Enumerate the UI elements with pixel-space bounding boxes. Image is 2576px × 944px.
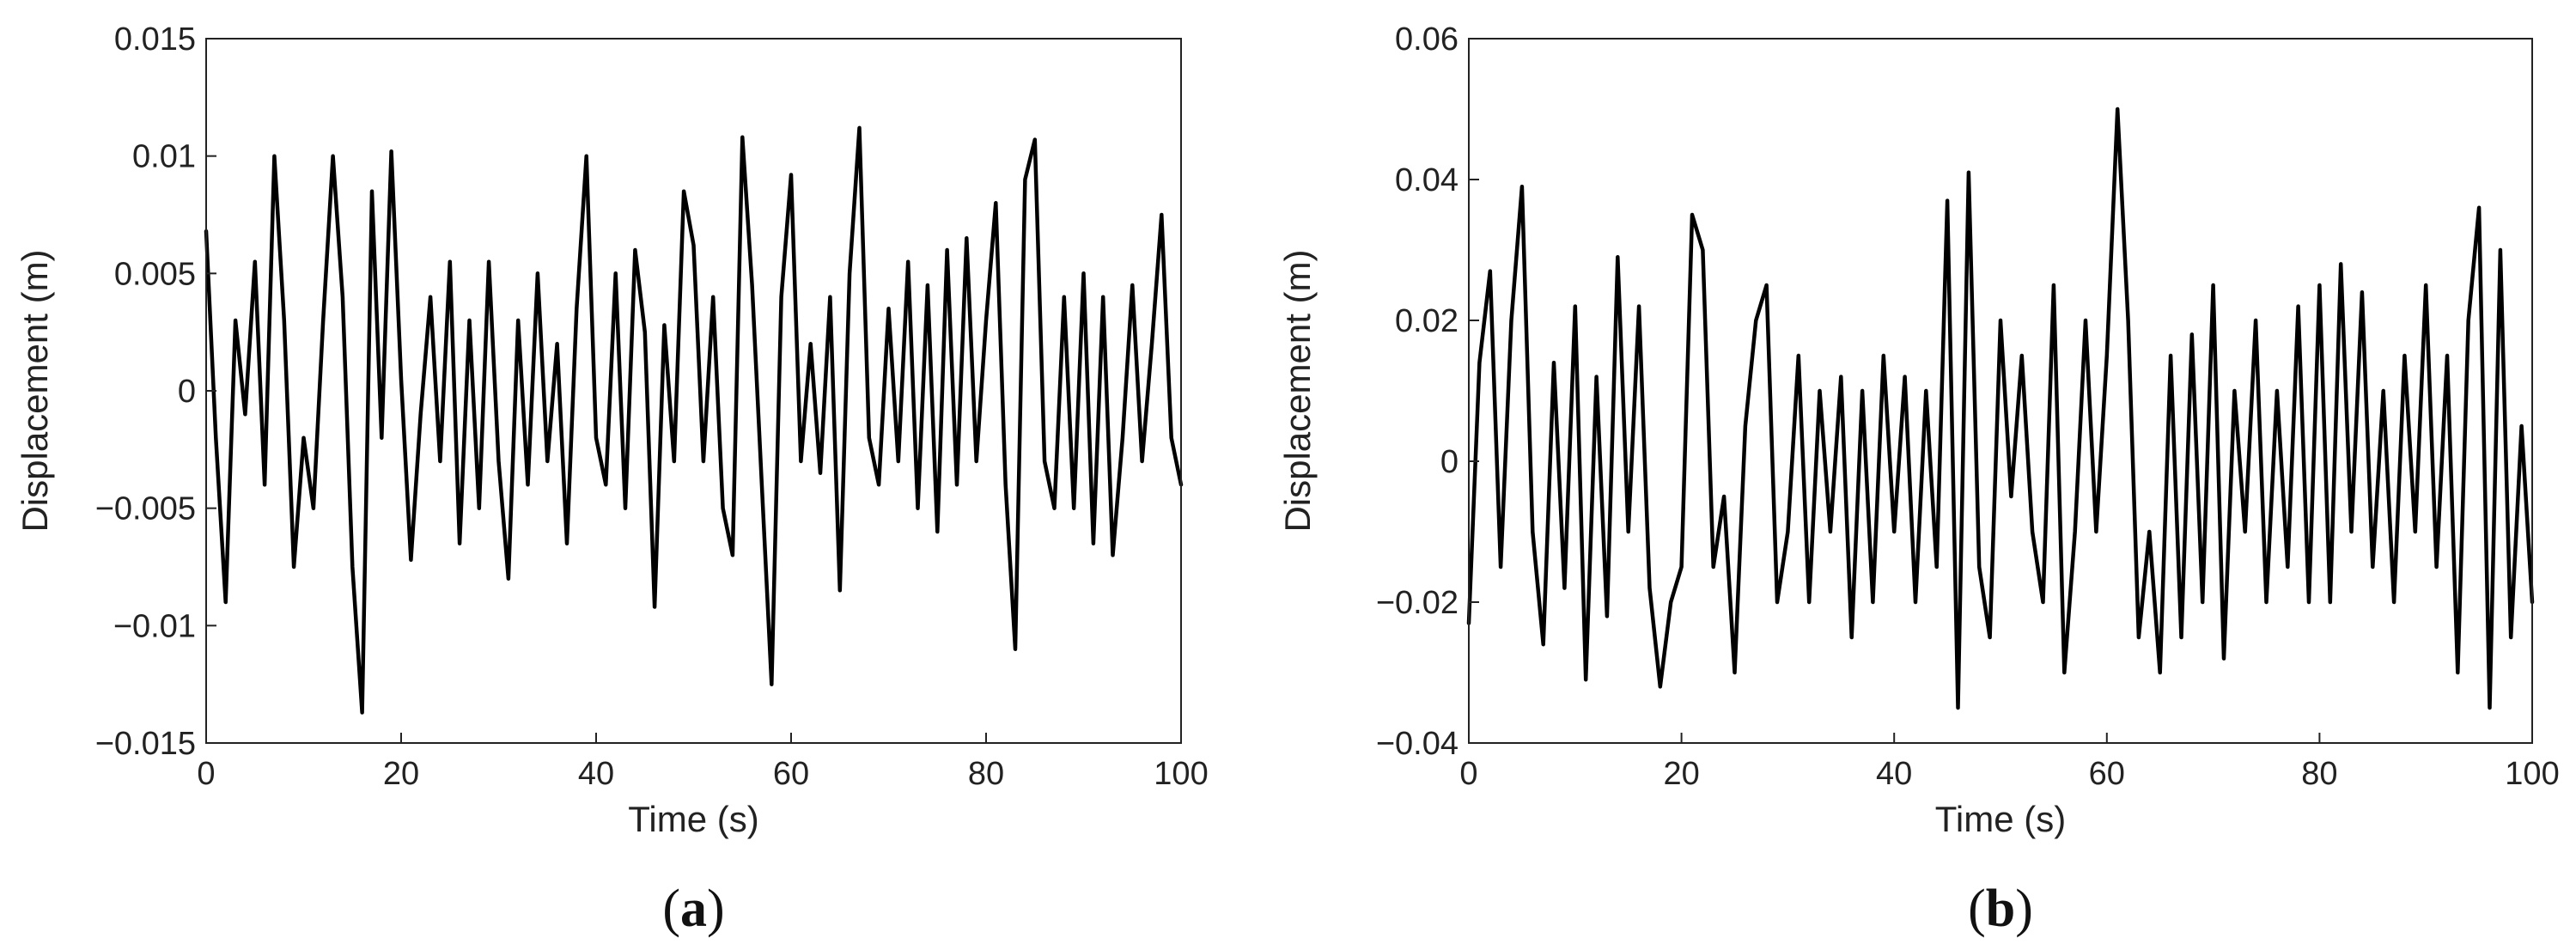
- x-tick-label-b: 0: [1459, 756, 1477, 792]
- y-tick-label-a: −0.015: [95, 726, 196, 762]
- y-tick-label-a: 0: [178, 374, 196, 410]
- x-tick-label-b: 80: [2301, 756, 2337, 792]
- panel-label-a: (a): [662, 880, 724, 938]
- y-tick-label-b: 0.06: [1395, 21, 1459, 58]
- y-ticks-a: −0.015 −0.01 −0.005 0 0.005 0.01 0.015: [95, 21, 216, 762]
- x-tick-label-a: 40: [578, 756, 614, 792]
- y-ticks-b: −0.04 −0.02 0 0.02 0.04 0.06: [1376, 21, 1479, 762]
- y-tick-label-b: 0.02: [1395, 303, 1459, 339]
- x-axis-label-a: Time (s): [628, 799, 758, 839]
- x-tick-label-a: 20: [383, 756, 419, 792]
- x-tick-label-a: 100: [1154, 756, 1208, 792]
- panel-label-b-open: (: [1968, 880, 1986, 938]
- panel-label-a-letter: a: [680, 880, 707, 938]
- series-line-a-0: [204, 125, 1184, 715]
- series-line-b-0: [1466, 107, 2535, 710]
- panel-label-b: (b): [1968, 880, 2033, 938]
- y-tick-label-a: 0.01: [132, 139, 196, 175]
- y-tick-label-b: 0.04: [1395, 162, 1459, 198]
- x-ticks-a: 0 20 40 60 80 100: [197, 733, 1209, 792]
- x-tick-label-b: 100: [2505, 756, 2559, 792]
- x-axis-label-b: Time (s): [1935, 799, 2066, 839]
- x-tick-label-a: 60: [773, 756, 809, 792]
- y-tick-label-b: 0: [1440, 444, 1459, 480]
- y-tick-label-a: 0.015: [114, 21, 196, 58]
- x-tick-label-b: 20: [1663, 756, 1699, 792]
- panel-label-a-open: (: [662, 880, 680, 938]
- y-tick-label-a: −0.005: [95, 491, 196, 527]
- panel-label-b-letter: b: [1986, 880, 2015, 938]
- x-tick-label-b: 60: [2089, 756, 2125, 792]
- panel-label-a-close: ): [707, 880, 725, 938]
- panel-label-b-close: ): [2015, 880, 2033, 938]
- y-tick-label-b: −0.04: [1376, 726, 1459, 762]
- chart-b: 0 20 40 60 80 100 −0.04 −0.02 0 0.02 0.04 0.06 Tim…: [1277, 21, 2560, 938]
- y-tick-label-b: −0.02: [1376, 585, 1459, 621]
- series-layer-b: [1466, 107, 2535, 710]
- x-tick-label-b: 40: [1876, 756, 1912, 792]
- y-axis-label-a: Displacement (m): [15, 249, 55, 532]
- y-axis-label-b: Displacement (m): [1277, 249, 1318, 532]
- series-layer-a: [204, 125, 1184, 715]
- y-tick-label-a: 0.005: [114, 256, 196, 292]
- plot-frame-b: [1468, 38, 2533, 744]
- y-tick-label-a: −0.01: [113, 608, 196, 644]
- x-tick-label-a: 0: [197, 756, 215, 792]
- x-ticks-b: 0 20 40 60 80 100: [1459, 733, 2560, 792]
- chart-a: 0 20 40 60 80 100 −0.015 −0.01 −0.005 0 0.005 0.01…: [15, 21, 1209, 938]
- x-tick-label-a: 80: [968, 756, 1004, 792]
